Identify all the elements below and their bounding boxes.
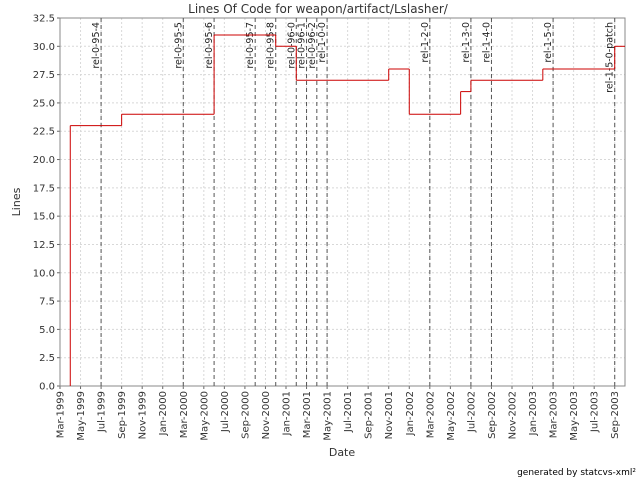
chart-title: Lines Of Code for weapon/artifact/Lslash… (188, 2, 449, 16)
x-tick-label: Sep-1999 (117, 391, 128, 439)
release-label: rel-0-96-1 (297, 22, 308, 69)
x-tick-label: Mar-2001 (302, 391, 313, 438)
y-tick-label: 25.0 (33, 98, 55, 109)
x-tick-label: May-2001 (323, 391, 334, 441)
x-tick-label: Sep-2000 (240, 391, 251, 439)
x-tick-label: Jan-2001 (282, 391, 293, 436)
x-tick-label: Jul-1999 (97, 391, 108, 433)
x-tick-label: Sep-2001 (364, 391, 375, 439)
x-tick-label: Jul-2002 (466, 391, 477, 433)
x-tick-label: Jan-2002 (405, 391, 416, 436)
release-label: rel-0-95-4 (91, 22, 102, 69)
y-tick-label: 2.5 (39, 353, 55, 364)
x-tick-label: Sep-2002 (487, 391, 498, 439)
release-label: rel-1-5-0-patch (605, 22, 616, 93)
y-tick-label: 15.0 (33, 212, 55, 223)
x-tick-label: Nov-2002 (508, 391, 519, 439)
x-tick-label: Nov-1999 (138, 391, 149, 439)
x-tick-label: Nov-2000 (261, 391, 272, 439)
y-tick-label: 5.0 (39, 325, 55, 336)
plot-frame (59, 17, 626, 387)
x-tick-label: May-2000 (199, 391, 210, 441)
y-tick-label: 12.5 (33, 240, 55, 251)
release-label: rel-0-95-6 (204, 22, 215, 69)
release-label: rel-0-96-2 (307, 22, 318, 69)
x-tick-label: Jul-2000 (220, 391, 231, 433)
x-tick-label: Mar-1999 (56, 391, 67, 438)
x-tick-label: Mar-2002 (425, 391, 436, 438)
y-tick-label: 17.5 (33, 183, 55, 194)
footer: generated by statcvs-xml² (517, 468, 636, 478)
y-tick-label: 32.5 (33, 14, 55, 25)
y-tick-label: 27.5 (33, 70, 55, 81)
x-tick-label: Jan-2003 (528, 391, 539, 436)
release-label: rel-0-96-0 (286, 22, 297, 69)
release-label: rel-0-95-5 (173, 22, 184, 69)
x-tick-label: Jul-2001 (343, 391, 354, 433)
y-tick-label: 7.5 (39, 297, 55, 308)
release-label: rel-1-5-0 (543, 22, 554, 63)
y-tick-label: 30.0 (33, 42, 55, 53)
release-label: rel-1-4-0 (481, 22, 492, 63)
x-tick-label: Sep-2003 (610, 391, 621, 439)
release-label: rel-0-95-7 (245, 22, 256, 69)
y-tick-label: 10.0 (33, 268, 55, 279)
x-tick-label: May-2002 (446, 391, 457, 441)
x-tick-label: May-2003 (569, 391, 580, 441)
release-label: rel-1-0-0 (317, 22, 328, 63)
y-tick-label: 22.5 (33, 127, 55, 138)
x-tick-label: May-1999 (76, 391, 87, 441)
x-tick-label: Nov-2001 (384, 391, 395, 439)
x-axis-label: Date (329, 446, 356, 459)
release-label: rel-1-2-0 (420, 22, 431, 63)
release-label: rel-1-3-0 (461, 22, 472, 63)
release-label: rel-0-95-8 (266, 22, 277, 69)
x-tick-label: Jan-2000 (158, 391, 169, 436)
y-tick-label: 20.0 (33, 155, 55, 166)
y-tick-label: 0.0 (39, 382, 55, 393)
y-axis-label: Lines (10, 187, 23, 216)
x-tick-label: Mar-2000 (179, 391, 190, 438)
x-tick-label: Jul-2003 (590, 391, 601, 433)
x-tick-label: Mar-2003 (549, 391, 560, 438)
